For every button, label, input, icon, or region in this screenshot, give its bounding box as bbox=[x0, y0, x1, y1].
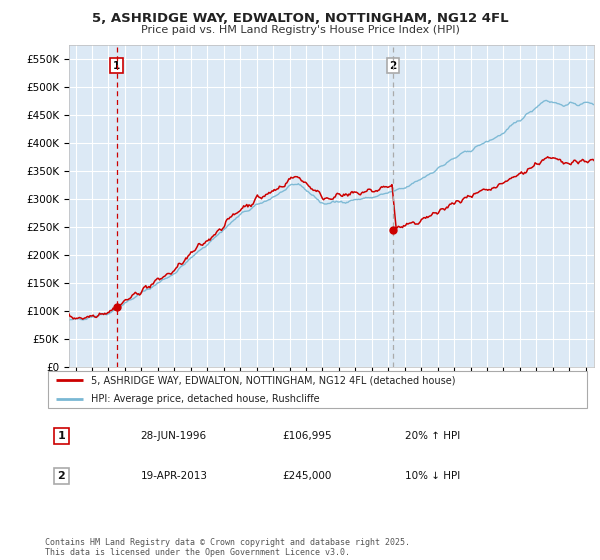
Text: 1: 1 bbox=[58, 431, 65, 441]
Text: 5, ASHRIDGE WAY, EDWALTON, NOTTINGHAM, NG12 4FL: 5, ASHRIDGE WAY, EDWALTON, NOTTINGHAM, N… bbox=[92, 12, 508, 25]
FancyBboxPatch shape bbox=[48, 371, 587, 408]
Text: Price paid vs. HM Land Registry's House Price Index (HPI): Price paid vs. HM Land Registry's House … bbox=[140, 25, 460, 35]
Text: 20% ↑ HPI: 20% ↑ HPI bbox=[406, 431, 461, 441]
Text: 5, ASHRIDGE WAY, EDWALTON, NOTTINGHAM, NG12 4FL (detached house): 5, ASHRIDGE WAY, EDWALTON, NOTTINGHAM, N… bbox=[91, 376, 456, 385]
Text: 28-JUN-1996: 28-JUN-1996 bbox=[140, 431, 206, 441]
Text: 1: 1 bbox=[113, 60, 120, 71]
Text: 2: 2 bbox=[389, 60, 397, 71]
Text: £106,995: £106,995 bbox=[283, 431, 332, 441]
Text: 10% ↓ HPI: 10% ↓ HPI bbox=[406, 471, 461, 481]
Text: £245,000: £245,000 bbox=[283, 471, 332, 481]
Text: 2: 2 bbox=[58, 471, 65, 481]
Text: HPI: Average price, detached house, Rushcliffe: HPI: Average price, detached house, Rush… bbox=[91, 394, 320, 404]
Text: Contains HM Land Registry data © Crown copyright and database right 2025.
This d: Contains HM Land Registry data © Crown c… bbox=[45, 538, 410, 557]
Text: 19-APR-2013: 19-APR-2013 bbox=[140, 471, 208, 481]
